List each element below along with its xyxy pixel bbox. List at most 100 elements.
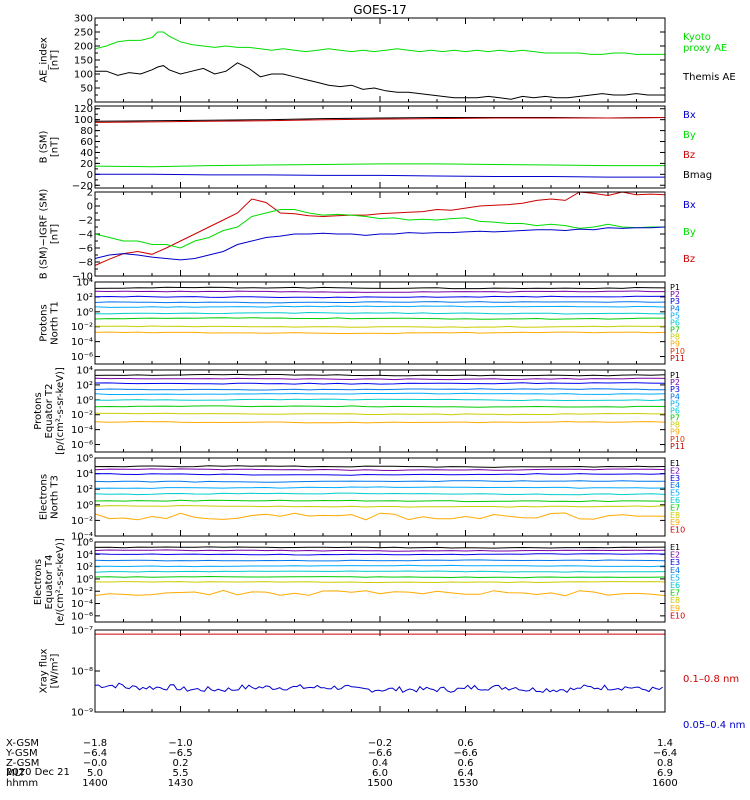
x-row-label: hhmm bbox=[6, 778, 38, 789]
y-tick-label: 10⁴ bbox=[76, 278, 93, 289]
legend-bsm-bx: Bx bbox=[683, 110, 696, 121]
channel-line-e7 bbox=[94, 499, 666, 503]
y-axis-title: North T1 bbox=[50, 301, 61, 345]
x-row-value: 0.6 bbox=[458, 758, 474, 769]
legend-bsm-bz: Bz bbox=[683, 150, 695, 161]
channel-line-p2 bbox=[94, 377, 666, 381]
panel-bigrf: −10 −8 −6 −4 −2 0 2 B (SM)−IGRF (SM) [nT] bbox=[39, 188, 666, 283]
y-tick-label: 10⁻⁷ bbox=[71, 626, 93, 637]
channel-label: E4 bbox=[670, 566, 680, 575]
legend-bsm-by: By bbox=[683, 130, 696, 141]
x-row-label: Z-GSM bbox=[6, 758, 39, 769]
y-tick-label: 10⁻⁸ bbox=[71, 667, 93, 678]
y-tick-label: 250 bbox=[74, 28, 93, 39]
channel-label: P6 bbox=[670, 406, 680, 415]
x-row-value: −6.4 bbox=[653, 748, 677, 759]
channel-line-e5 bbox=[94, 564, 666, 568]
channel-label: P1 bbox=[670, 283, 680, 292]
y-axis-title: Equator T4 bbox=[44, 555, 55, 610]
y-tick-label: 10⁰ bbox=[76, 500, 93, 511]
y-tick-label: −10 bbox=[72, 272, 93, 283]
channel-line-e3 bbox=[94, 473, 666, 476]
channel-label: P5 bbox=[670, 311, 680, 320]
y-tick-label: 0 bbox=[87, 170, 93, 181]
channel-line-e1 bbox=[94, 546, 666, 549]
panel-frame bbox=[94, 369, 666, 453]
x-row-value: −0.0 bbox=[83, 758, 107, 769]
channel-label: E9 bbox=[670, 518, 680, 527]
y-tick-label: 10² bbox=[76, 485, 93, 496]
channel-line-e4 bbox=[94, 480, 666, 483]
channel-label: P7 bbox=[670, 414, 680, 423]
series-line-themis-ae bbox=[95, 62, 665, 100]
date-label: 2020 Dec 21 bbox=[6, 767, 70, 778]
channel-line-p9 bbox=[94, 420, 666, 424]
channel-label: E10 bbox=[670, 526, 685, 535]
channel-label: E3 bbox=[670, 474, 680, 483]
legend-xray-short: 0.05–0.4 nm bbox=[683, 720, 745, 731]
legend-proxy-ae: proxy AE bbox=[683, 43, 727, 54]
channel-line-e8 bbox=[94, 504, 666, 508]
channel-line-p5 bbox=[94, 305, 666, 308]
channel-label: P11 bbox=[670, 354, 685, 363]
y-tick-label: 10⁻⁴ bbox=[71, 532, 93, 543]
y-axis-title: [p/(cm²-s-sr-keV)] bbox=[55, 367, 66, 455]
y-axis-title: Protons bbox=[39, 304, 50, 341]
y-tick-label: 10⁴ bbox=[76, 469, 93, 480]
y-axis-title: Electrons bbox=[39, 474, 50, 520]
x-row-value: 0.4 bbox=[372, 758, 388, 769]
channel-label: E5 bbox=[670, 489, 680, 498]
channel-line-p2 bbox=[94, 290, 665, 293]
channel-line-p5 bbox=[94, 392, 666, 395]
panel-frame bbox=[94, 629, 666, 713]
channel-label: P2 bbox=[670, 290, 680, 299]
y-tick-label: −6 bbox=[78, 244, 93, 255]
channel-label: E6 bbox=[670, 581, 680, 590]
panel-frame bbox=[94, 191, 666, 277]
y-tick-label: 10⁶ bbox=[76, 454, 93, 465]
series-line-bx bbox=[94, 226, 666, 261]
y-tick-label: 10⁻⁹ bbox=[71, 708, 93, 719]
y-tick-label: 10⁴ bbox=[76, 550, 93, 561]
y-tick-label: −8 bbox=[78, 258, 93, 269]
channel-label: P10 bbox=[670, 435, 685, 444]
y-axis-title: AE_index bbox=[39, 37, 50, 83]
channel-label: P8 bbox=[670, 333, 680, 342]
y-tick-label: 300 bbox=[74, 14, 93, 25]
y-tick-label: 10² bbox=[76, 562, 93, 573]
channel-line-p7 bbox=[94, 317, 665, 320]
y-tick-label: 200 bbox=[74, 42, 93, 53]
y-tick-label: 10⁻² bbox=[71, 410, 93, 421]
channel-line-e9 bbox=[94, 589, 666, 597]
channel-label: E5 bbox=[670, 573, 680, 582]
channel-label: P7 bbox=[670, 326, 680, 335]
x-row-value: 6.4 bbox=[458, 768, 474, 779]
channel-line-e7 bbox=[94, 575, 666, 579]
y-tick-label: 10⁻⁶ bbox=[71, 440, 93, 451]
panel-xray: 10⁻⁷ 10⁻⁸ 10⁻⁹ Xray flux [W/m²] bbox=[39, 626, 666, 719]
channel-label: P4 bbox=[670, 304, 680, 313]
legend-xray-long: 0.1–0.8 nm bbox=[683, 674, 739, 685]
y-axis-title: [nT] bbox=[50, 137, 61, 157]
x-row-value: 5.0 bbox=[87, 768, 103, 779]
x-row-value: −6.5 bbox=[168, 748, 192, 759]
panel-frame bbox=[94, 17, 666, 103]
channel-label: P3 bbox=[670, 385, 680, 394]
x-row-value: −1.0 bbox=[168, 738, 192, 749]
channel-label: E6 bbox=[670, 496, 680, 505]
panel-pnt2: 10⁴ 10² 10⁰ 10⁻² 10⁻⁴ 10⁻⁶ Protons Equator T2 [p… bbox=[33, 366, 685, 455]
x-row-value: 1400 bbox=[82, 778, 107, 789]
channel-line-e4 bbox=[94, 559, 666, 562]
legend-kyoto: Kyoto bbox=[683, 32, 711, 43]
channel-label: P8 bbox=[670, 421, 680, 430]
channel-line-p1 bbox=[94, 373, 666, 377]
channel-label: E1 bbox=[670, 543, 680, 552]
y-tick-label: 0 bbox=[87, 202, 93, 213]
x-row-value: 1430 bbox=[168, 778, 193, 789]
channel-line-p7 bbox=[94, 405, 666, 408]
x-row-value: −6.4 bbox=[83, 748, 107, 759]
